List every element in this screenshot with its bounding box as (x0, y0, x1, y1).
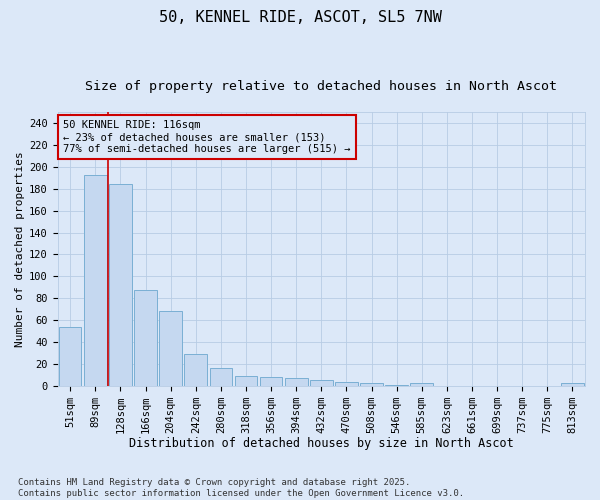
Bar (59, 326, 82, 386)
Bar (410, 384, 433, 386)
Bar (235, 376, 257, 386)
Bar (310, 380, 332, 386)
Bar (561, 384, 584, 386)
Title: Size of property relative to detached houses in North Ascot: Size of property relative to detached ho… (85, 80, 557, 93)
Bar (260, 377, 283, 386)
Bar (84, 174, 107, 386)
Bar (285, 378, 308, 386)
Bar (360, 384, 383, 386)
Bar (184, 354, 207, 386)
Bar (160, 311, 182, 386)
Bar (209, 368, 232, 386)
Y-axis label: Number of detached properties: Number of detached properties (15, 151, 25, 347)
Text: 50 KENNEL RIDE: 116sqm
← 23% of detached houses are smaller (153)
77% of semi-de: 50 KENNEL RIDE: 116sqm ← 23% of detached… (63, 120, 350, 154)
Text: Contains HM Land Registry data © Crown copyright and database right 2025.
Contai: Contains HM Land Registry data © Crown c… (18, 478, 464, 498)
X-axis label: Distribution of detached houses by size in North Ascot: Distribution of detached houses by size … (129, 437, 514, 450)
Text: 50, KENNEL RIDE, ASCOT, SL5 7NW: 50, KENNEL RIDE, ASCOT, SL5 7NW (158, 10, 442, 25)
Bar (109, 184, 132, 386)
Bar (134, 290, 157, 386)
Bar (335, 382, 358, 386)
Bar (385, 384, 408, 386)
